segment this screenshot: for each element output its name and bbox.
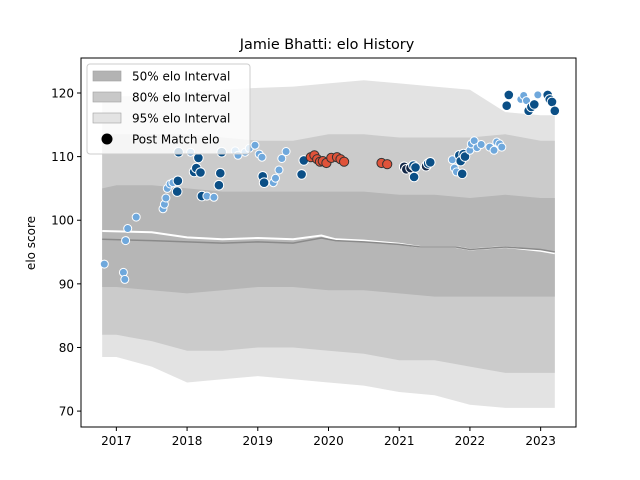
data-point xyxy=(382,159,393,170)
data-point xyxy=(171,186,183,197)
chart-title: Jamie Bhatti: elo History xyxy=(239,37,415,53)
data-point xyxy=(258,177,270,188)
legend: 50% elo Interval 80% elo Interval 95% elo … xyxy=(86,63,251,155)
data-point xyxy=(131,212,141,222)
legend-marker xyxy=(101,133,113,145)
legend-label: 50% elo Interval xyxy=(132,70,230,84)
mean-line xyxy=(102,237,555,253)
data-point xyxy=(497,142,507,152)
data-point xyxy=(501,100,513,111)
data-point xyxy=(456,168,468,180)
data-point xyxy=(161,193,171,203)
x-tick-label: 2017 xyxy=(101,434,132,448)
data-point xyxy=(489,145,499,155)
data-point xyxy=(281,147,291,156)
x-tick-label: 2021 xyxy=(384,434,415,448)
y-tick-label: 120 xyxy=(51,86,74,100)
data-point xyxy=(503,89,515,101)
data-point xyxy=(209,192,219,202)
data-point xyxy=(529,99,540,110)
data-point xyxy=(193,152,204,164)
data-point xyxy=(339,156,350,167)
data-point xyxy=(533,90,543,100)
data-point xyxy=(215,167,226,179)
data-point xyxy=(121,236,131,246)
data-point xyxy=(476,140,486,149)
legend-label: Post Match elo xyxy=(132,133,219,147)
x-tick-label: 2020 xyxy=(313,434,344,448)
data-point xyxy=(120,274,130,284)
data-point xyxy=(213,179,225,191)
data-point xyxy=(274,165,284,175)
y-tick-label: 80 xyxy=(59,341,74,355)
y-axis-ticks: 70 80 90 100 110 120 xyxy=(51,86,81,419)
legend-label: 95% elo Interval xyxy=(132,112,230,126)
x-axis-ticks: 2017 2018 2019 2020 2021 2022 2023 xyxy=(101,427,556,448)
y-tick-label: 70 xyxy=(59,405,74,419)
y-tick-label: 90 xyxy=(59,277,74,291)
y-tick-label: 100 xyxy=(51,214,74,228)
data-point xyxy=(296,169,307,180)
data-point xyxy=(250,140,260,150)
trend-lines xyxy=(102,230,555,255)
data-point xyxy=(195,167,206,178)
data-point xyxy=(410,162,421,173)
legend-label: 80% elo Interval xyxy=(132,91,230,105)
x-tick-label: 2018 xyxy=(172,434,203,448)
data-point xyxy=(459,151,471,162)
x-tick-label: 2019 xyxy=(243,434,274,448)
data-point xyxy=(425,157,436,168)
post-match-points xyxy=(99,89,561,284)
data-point xyxy=(172,175,184,187)
legend-swatch xyxy=(92,112,122,124)
legend-swatch xyxy=(92,91,122,103)
data-point xyxy=(546,96,558,108)
data-point xyxy=(277,154,287,163)
legend-box xyxy=(86,63,251,155)
plot-area xyxy=(99,80,561,408)
x-tick-label: 2023 xyxy=(525,434,556,448)
data-point xyxy=(549,105,561,117)
legend-swatch xyxy=(92,70,122,82)
y-tick-label: 110 xyxy=(51,150,74,164)
x-tick-label: 2022 xyxy=(455,434,486,448)
band-50 xyxy=(102,185,555,297)
data-point xyxy=(123,224,133,233)
y-axis-label: elo score xyxy=(24,216,38,270)
data-point xyxy=(257,152,267,162)
data-point xyxy=(99,259,109,269)
data-point xyxy=(271,173,280,183)
data-point xyxy=(408,171,420,183)
